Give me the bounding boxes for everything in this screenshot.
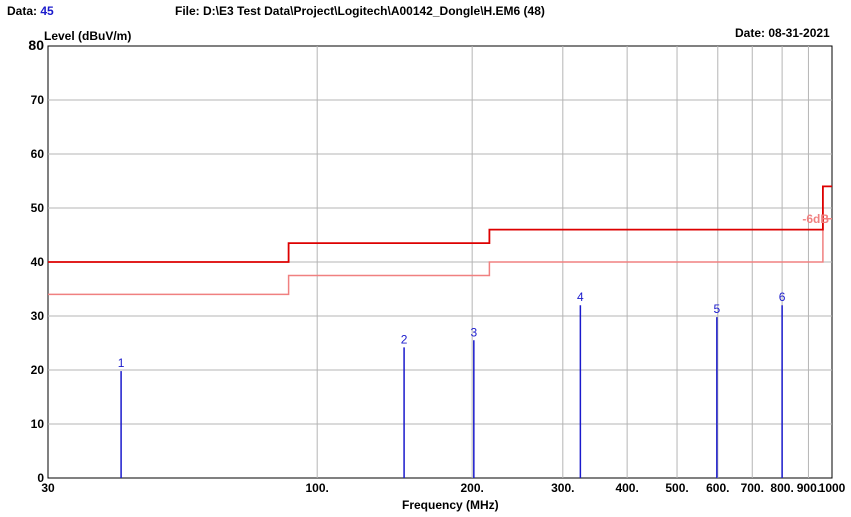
y-tick-label: 0 [37,471,44,485]
data-indicator: Data: 45 [7,4,54,18]
x-axis-title: Frequency (MHz) [402,498,499,512]
y-tick-label: 50 [31,201,45,215]
data-label: Data: [7,4,38,18]
x-tick-label: 500. [665,481,688,495]
file-path: File: D:\E3 Test Data\Project\Logitech\A… [175,4,545,18]
marker-label: 3 [470,325,477,339]
marker-label: 6 [779,290,786,304]
x-tick-label: 900. [797,481,820,495]
y-tick-label: 20 [31,363,45,377]
x-tick-label: 800. [770,481,793,495]
marker-label: 5 [714,302,721,316]
x-tick-label: 300. [551,481,574,495]
marker-label: 2 [401,332,408,346]
x-tick-label: 30 [41,481,55,495]
marker-label: 1 [118,356,125,370]
y-tick-label: 40 [31,255,45,269]
y-tick-label: 10 [31,417,45,431]
x-tick-label: 400. [615,481,638,495]
y-tick-label: 30 [31,309,45,323]
y-tick-label: 80 [28,37,44,53]
marker-label: 4 [577,290,584,304]
y-axis-title: Level (dBuV/m) [44,29,132,43]
y-tick-label: 60 [31,147,45,161]
limit-line [48,185,832,263]
x-tick-label: 1000 [819,481,846,495]
x-tick-label: 600. [706,481,729,495]
data-value: 45 [40,4,54,18]
margin-line-label: -6dB [802,212,829,226]
y-tick-label: 70 [31,93,45,107]
test-date: Date: 08-31-2021 [735,26,830,40]
x-tick-label: 700. [741,481,764,495]
x-tick-label: 100. [306,481,329,495]
x-tick-label: 200. [460,481,483,495]
